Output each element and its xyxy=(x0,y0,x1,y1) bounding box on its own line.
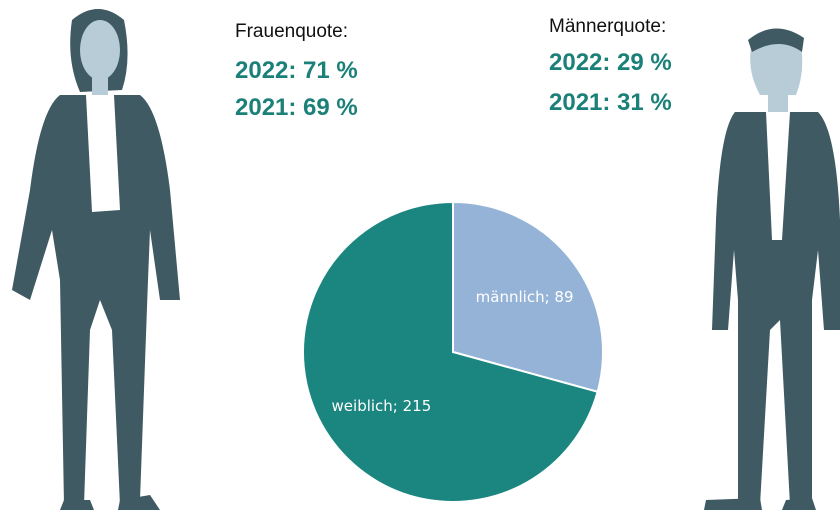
quote-line: 2022: 71 % xyxy=(235,57,358,84)
quote-line: 2021: 31 % xyxy=(549,89,672,116)
slice-label: männlich; 89 xyxy=(476,288,574,306)
pie-slice xyxy=(452,200,604,394)
quote-line: 2021: 69 % xyxy=(235,94,358,121)
quote-line: 2022: 29 % xyxy=(549,49,672,76)
woman-silhouette xyxy=(12,9,180,510)
quote-title: Männerquote: xyxy=(549,16,666,37)
slice-label: weiblich; 215 xyxy=(332,397,432,415)
quote-title: Frauenquote: xyxy=(235,21,348,42)
man-silhouette xyxy=(704,28,840,510)
pie-slice xyxy=(302,200,599,503)
